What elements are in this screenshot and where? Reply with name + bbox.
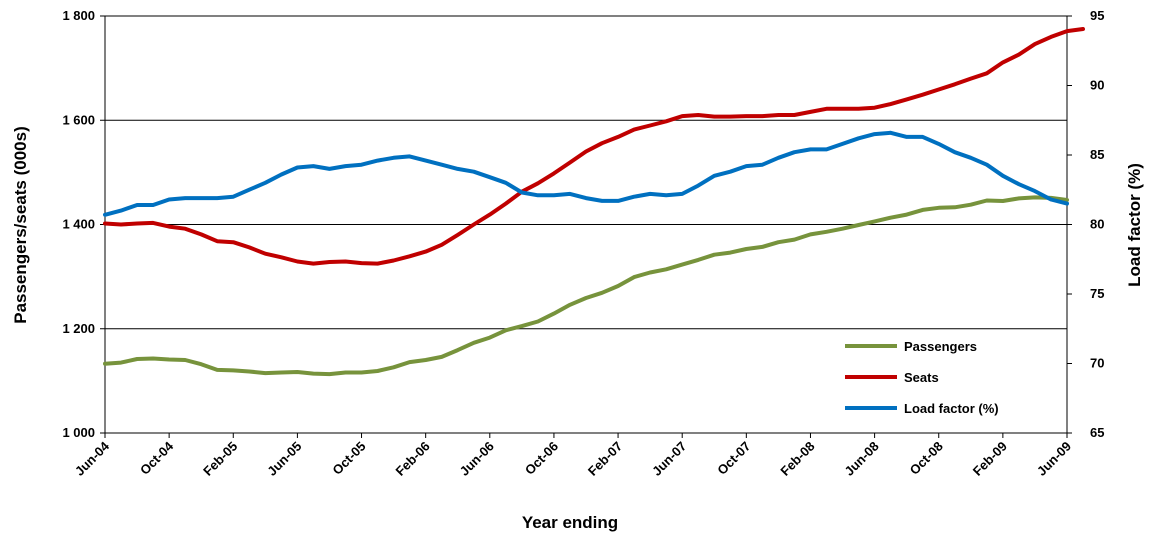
left-y-tick-label: 1 400 xyxy=(62,217,95,232)
right-y-tick-label: 65 xyxy=(1090,425,1104,440)
legend-label-load-factor: Load factor (%) xyxy=(904,401,999,416)
x-tick-label: Jun-08 xyxy=(841,439,881,479)
right-y-tick-label: 70 xyxy=(1090,356,1104,371)
x-axis-title: Year ending xyxy=(522,513,618,532)
gridlines xyxy=(100,15,1072,434)
series-line-seats xyxy=(103,27,1085,266)
x-tick-label: Feb-07 xyxy=(585,439,625,479)
left-y-axis-title: Passengers/seats (000s) xyxy=(11,126,30,324)
x-tick-label: Feb-05 xyxy=(200,439,240,479)
x-axis-ticks: Jun-04 Oct-04 Feb-05 Jun-05 Oct-05 Feb-06 Jun-… xyxy=(72,433,1074,479)
x-tick-label: Oct-05 xyxy=(329,439,368,478)
x-tick-label: Feb-08 xyxy=(777,439,817,479)
right-y-axis-ticks: 65 70 75 80 85 90 95 xyxy=(1090,8,1104,440)
right-y-tick-label: 90 xyxy=(1090,78,1104,93)
left-y-tick-label: 1 800 xyxy=(62,8,95,23)
x-tick-label: Oct-06 xyxy=(522,439,561,478)
left-y-tick-label: 1 600 xyxy=(62,112,95,127)
series-line-passengers xyxy=(103,195,1069,377)
x-tick-label: Feb-09 xyxy=(970,439,1010,479)
x-tick-label: Jun-07 xyxy=(649,439,689,479)
right-y-tick-label: 75 xyxy=(1090,286,1104,301)
x-tick-label: Feb-06 xyxy=(393,439,433,479)
left-y-tick-label: 1 200 xyxy=(62,321,95,336)
x-tick-label: Jun-04 xyxy=(72,438,113,479)
x-tick-label: Jun-06 xyxy=(457,439,497,479)
right-y-tick-label: 95 xyxy=(1090,8,1104,23)
right-y-tick-label: 80 xyxy=(1090,217,1104,232)
x-tick-label: Oct-07 xyxy=(714,439,753,478)
series-lines xyxy=(103,27,1085,377)
x-tick-label: Jun-09 xyxy=(1034,439,1074,479)
legend-label-seats: Seats xyxy=(904,370,939,385)
series-line-load-factor xyxy=(103,130,1069,217)
x-tick-label: Jun-05 xyxy=(264,439,304,479)
right-y-axis-title: Load factor (%) xyxy=(1125,163,1144,287)
left-y-tick-label: 1 000 xyxy=(62,425,95,440)
legend: Passengers Seats Load factor (%) xyxy=(845,339,999,416)
legend-label-passengers: Passengers xyxy=(904,339,977,354)
x-tick-label: Oct-08 xyxy=(907,439,946,478)
x-tick-label: Oct-04 xyxy=(137,438,177,478)
right-y-tick-label: 85 xyxy=(1090,147,1104,162)
left-y-axis-ticks: 1 000 1 200 1 400 1 600 1 800 xyxy=(62,8,95,440)
